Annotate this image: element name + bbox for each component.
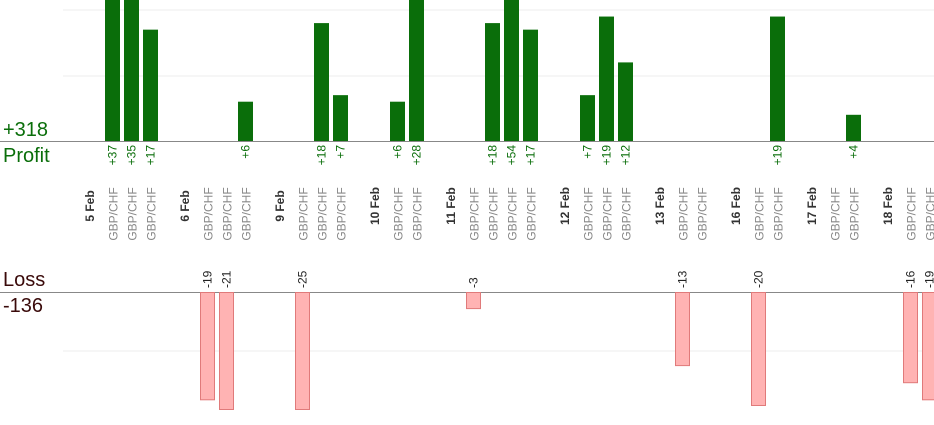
loss-value-label: -20 (752, 270, 766, 288)
loss-bar (467, 293, 481, 309)
profit-value-label: +7 (334, 145, 348, 159)
date-label: 18 Feb (881, 187, 895, 225)
loss-bar (201, 293, 215, 400)
profit-value-label: +28 (410, 145, 424, 166)
profit-value-label: +17 (524, 145, 538, 166)
loss-value-label: -3 (467, 277, 481, 288)
profit-value-label: +19 (600, 145, 614, 166)
loss-bar (904, 293, 918, 383)
profit-value-label: +6 (391, 145, 405, 159)
profit-bar (238, 102, 253, 141)
trade-symbol-label: GBP/CHF (696, 187, 710, 240)
date-label: 13 Feb (653, 187, 667, 225)
loss-bar (923, 293, 934, 400)
profit-value-label: +37 (106, 145, 120, 166)
profit-value-label: +6 (239, 145, 253, 159)
profit-bar (390, 102, 405, 141)
loss-total: -136 (3, 296, 43, 316)
profit-bar (504, 0, 519, 141)
profit-value-label: +18 (486, 145, 500, 166)
trade-symbol-label: GBP/CHF (468, 187, 482, 240)
loss-value-label: -25 (296, 270, 310, 288)
profit-total: +318 (3, 120, 48, 140)
trade-symbol-label: GBP/CHF (126, 187, 140, 240)
trade-symbol-label: GBP/CHF (601, 187, 615, 240)
profit-bar (333, 95, 348, 141)
profit-value-label: +4 (847, 145, 861, 159)
loss-value-label: -19 (923, 270, 934, 288)
profit-bar (770, 17, 785, 141)
trade-symbol-label: GBP/CHF (316, 187, 330, 240)
date-label: 9 Feb (273, 190, 287, 221)
loss-bar (752, 293, 766, 406)
profit-bar (580, 95, 595, 141)
loss-bar (676, 293, 690, 366)
date-label: 12 Feb (558, 187, 572, 225)
loss-value-label: -21 (220, 270, 234, 288)
profit-value-label: +19 (771, 145, 785, 166)
profit-value-label: +18 (315, 145, 329, 166)
trade-symbol-label: GBP/CHF (506, 187, 520, 240)
trade-symbol-label: GBP/CHF (905, 187, 919, 240)
profit-label: Profit (3, 146, 50, 166)
date-label: 16 Feb (729, 187, 743, 225)
date-label: 5 Feb (83, 190, 97, 221)
profit-bar (105, 0, 120, 141)
trade-symbol-label: GBP/CHF (829, 187, 843, 240)
profit-bar (143, 30, 158, 141)
loss-bar (220, 293, 234, 410)
loss-bar (296, 293, 310, 410)
profit-bar (409, 0, 424, 141)
profit-bar (523, 30, 538, 141)
profit-bar (485, 23, 500, 141)
profit-bar (314, 23, 329, 141)
trade-symbol-label: GBP/CHF (335, 187, 349, 240)
trade-symbol-label: GBP/CHF (525, 187, 539, 240)
date-label: 17 Feb (805, 187, 819, 225)
trade-symbol-label: GBP/CHF (582, 187, 596, 240)
trade-symbol-label: GBP/CHF (753, 187, 767, 240)
date-label: 6 Feb (178, 190, 192, 221)
profit-bar (124, 0, 139, 141)
trade-symbol-label: GBP/CHF (202, 187, 216, 240)
profit-value-label: +54 (505, 145, 519, 166)
profit-value-label: +17 (144, 145, 158, 166)
trade-symbol-label: GBP/CHF (620, 187, 634, 240)
trade-symbol-label: GBP/CHF (240, 187, 254, 240)
trade-symbol-label: GBP/CHF (107, 187, 121, 240)
trade-symbol-label: GBP/CHF (772, 187, 786, 240)
profit-bar (618, 62, 633, 141)
loss-value-label: -13 (676, 270, 690, 288)
profit-bar (599, 17, 614, 141)
trade-symbol-label: GBP/CHF (411, 187, 425, 240)
trade-symbol-label: GBP/CHF (487, 187, 501, 240)
profit-value-label: +12 (619, 145, 633, 166)
trade-symbol-label: GBP/CHF (221, 187, 235, 240)
profit-value-label: +7 (581, 145, 595, 159)
loss-value-label: -16 (904, 270, 918, 288)
date-label: 10 Feb (368, 187, 382, 225)
trade-symbol-label: GBP/CHF (145, 187, 159, 240)
trade-symbol-label: GBP/CHF (392, 187, 406, 240)
date-label: 11 Feb (444, 187, 458, 224)
loss-value-label: -19 (201, 270, 215, 288)
trade-symbol-label: GBP/CHF (677, 187, 691, 240)
trade-symbol-label: GBP/CHF (297, 187, 311, 240)
loss-label: Loss (3, 270, 45, 290)
profit-value-label: +35 (125, 145, 139, 166)
profit-bar (846, 115, 861, 141)
trade-symbol-label: GBP/CHF (924, 187, 934, 240)
trade-symbol-label: GBP/CHF (848, 187, 862, 240)
